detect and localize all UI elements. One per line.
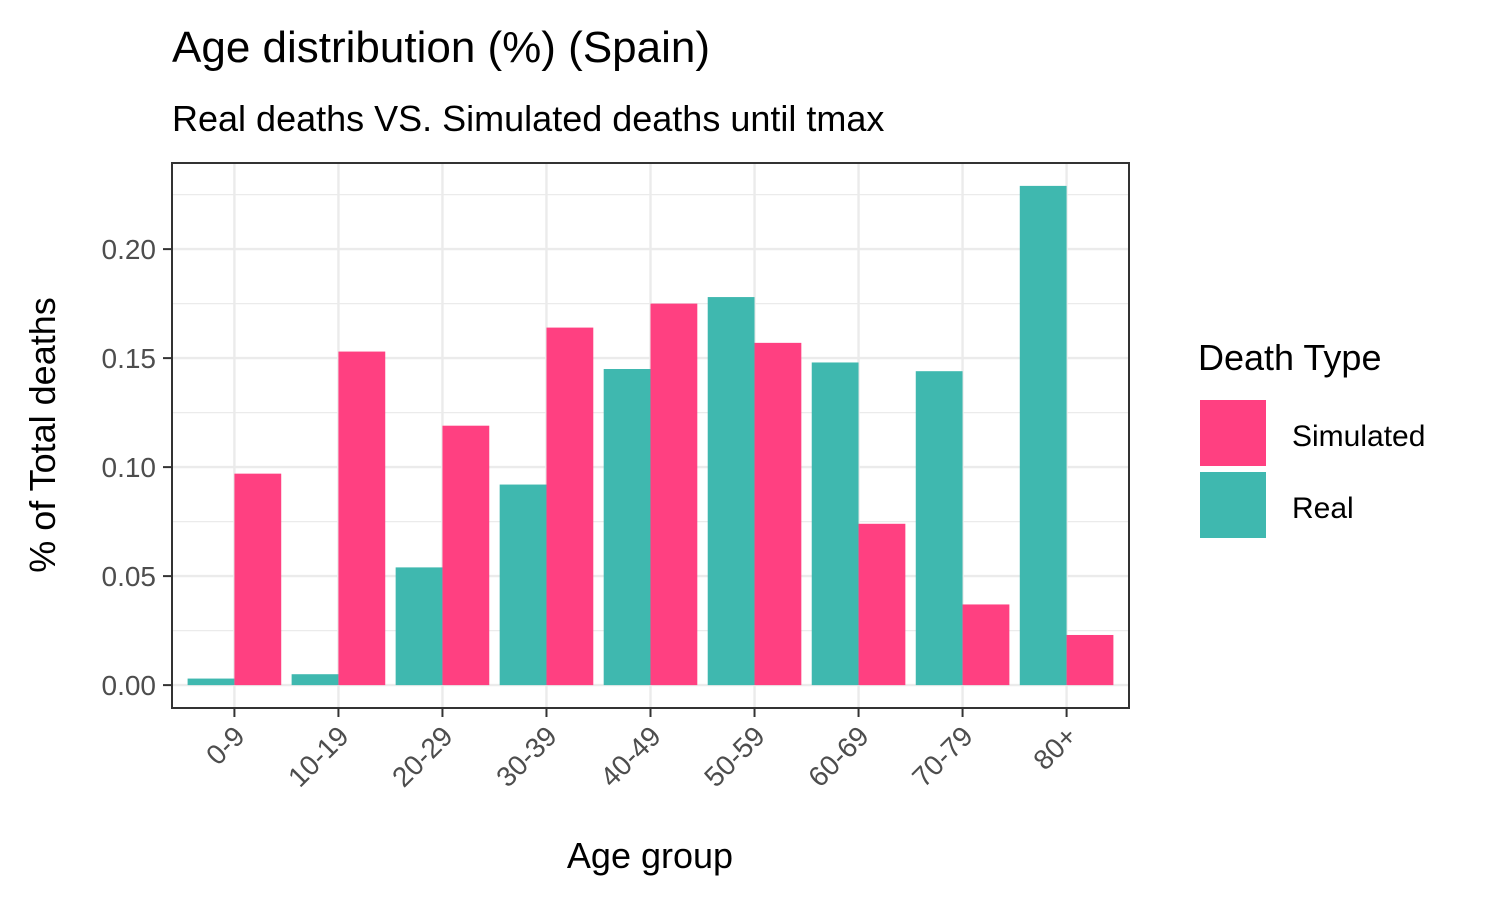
y-axis-tick-label: 0.15 xyxy=(102,343,157,374)
bars xyxy=(187,185,1114,686)
bar-simulated-10-19 xyxy=(338,351,386,686)
legend: Death Type Simulated Real xyxy=(1198,337,1425,538)
x-axis-tick-label: 80+ xyxy=(1027,720,1083,776)
y-axis-tick-label: 0.10 xyxy=(102,452,157,483)
bar-real-40-49 xyxy=(603,369,651,686)
bar-simulated-0-9 xyxy=(234,473,282,686)
bar-real-10-19 xyxy=(291,674,339,686)
x-axis-title: Age group xyxy=(567,835,733,876)
chart-title: Age distribution (%) (Spain) xyxy=(172,23,710,72)
bar-simulated-60-69 xyxy=(858,523,906,686)
bar-simulated-80plus xyxy=(1066,634,1114,686)
bar-simulated-40-49 xyxy=(650,303,698,686)
x-axis-tick-label: 60-69 xyxy=(802,720,875,793)
y-axis-tick-label: 0.05 xyxy=(102,561,157,592)
bar-real-60-69 xyxy=(811,362,859,686)
legend-key-real xyxy=(1200,472,1266,538)
x-axis-tick-label: 70-79 xyxy=(906,720,979,793)
x-axis-tick-label: 20-29 xyxy=(386,720,459,793)
bar-real-50-59 xyxy=(707,297,755,686)
bar-simulated-70-79 xyxy=(962,604,1010,686)
bar-simulated-50-59 xyxy=(754,342,802,686)
chart-subtitle: Real deaths VS. Simulated deaths until t… xyxy=(172,98,884,139)
x-axis-tick-label: 0-9 xyxy=(200,720,251,771)
bar-real-30-39 xyxy=(499,484,547,686)
bar-simulated-20-29 xyxy=(442,425,490,686)
x-axis-tick-label: 30-39 xyxy=(490,720,563,793)
x-axis-tick-label: 40-49 xyxy=(594,720,667,793)
bar-real-70-79 xyxy=(915,371,963,686)
legend-key-simulated xyxy=(1200,400,1266,466)
x-axis-tick-label: 50-59 xyxy=(698,720,771,793)
legend-label-simulated: Simulated xyxy=(1292,420,1425,453)
y-axis-tick-label: 0.20 xyxy=(102,234,157,265)
y-axis-title: % of Total deaths xyxy=(22,297,63,573)
legend-title: Death Type xyxy=(1198,337,1381,378)
x-axis-tick-label: 10-19 xyxy=(282,720,355,793)
bar-real-0-9 xyxy=(187,678,235,686)
bar-real-80plus xyxy=(1019,185,1067,686)
bar-simulated-30-39 xyxy=(546,327,594,686)
legend-label-real: Real xyxy=(1292,492,1354,525)
y-axis-tick-label: 0.00 xyxy=(102,670,157,701)
bar-real-20-29 xyxy=(395,567,443,686)
